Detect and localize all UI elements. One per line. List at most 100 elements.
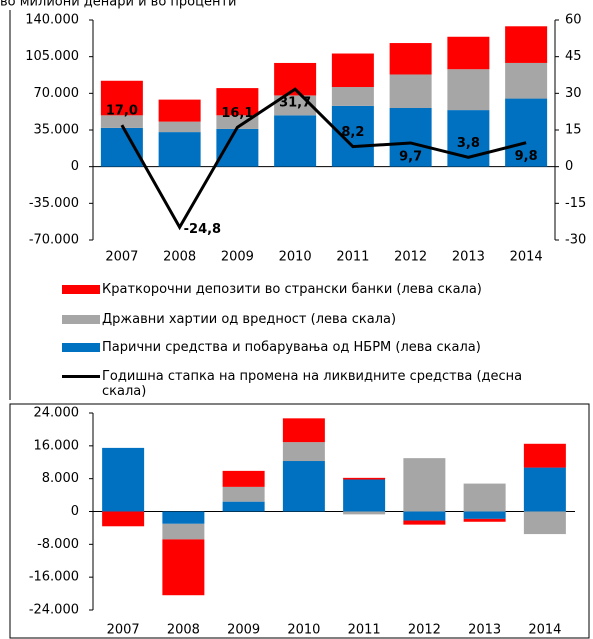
bar: [389, 43, 432, 75]
x-tick-label: 2013: [468, 623, 501, 638]
x-tick-label: 2011: [336, 250, 369, 265]
y-tick-label: 105.000: [25, 49, 79, 64]
x-tick-label: 2007: [105, 250, 138, 265]
legend-item: Државни хартии од вредност (лева скала): [62, 312, 542, 327]
x-tick-label: 2010: [279, 250, 312, 265]
bar: [403, 511, 446, 521]
bar: [505, 26, 548, 63]
bar: [222, 501, 265, 512]
legend-label: Годишна стапка на промена на ликвидните …: [102, 369, 523, 399]
bar: [158, 99, 201, 122]
bar: [282, 442, 325, 462]
bar: [282, 418, 325, 443]
data-label: 3,8: [457, 136, 480, 151]
bar: [331, 105, 374, 167]
bar: [100, 127, 143, 167]
y2-tick-label: -15: [565, 196, 586, 211]
x-tick-label: 2011: [348, 623, 381, 638]
bar: [523, 467, 566, 512]
x-tick-label: 2009: [227, 623, 260, 638]
legend-swatch: [62, 343, 100, 352]
y-tick-label: 16.000: [34, 438, 80, 453]
bar: [274, 115, 317, 167]
y-tick-label: 0: [71, 504, 79, 519]
bar: [505, 62, 548, 99]
data-label: 16,1: [221, 106, 253, 121]
bar: [403, 458, 446, 512]
bar: [158, 121, 201, 133]
x-tick-label: 2009: [221, 250, 254, 265]
x-tick-label: 2014: [528, 623, 561, 638]
bar: [331, 87, 374, 106]
y-tick-label: 24.000: [34, 406, 80, 421]
bar: [523, 443, 566, 468]
data-label: 31,7: [279, 96, 311, 111]
y2-tick-label: 15: [565, 123, 582, 138]
legend-label: Краткорочни депозити во странски банки (…: [102, 282, 482, 297]
y2-tick-label: -30: [565, 233, 586, 248]
bar: [447, 36, 490, 70]
bar: [463, 518, 506, 522]
legend-item: Парични средства и побарувања од НБРМ (л…: [62, 340, 542, 355]
x-tick-label: 2013: [452, 250, 485, 265]
legend-label: Државни хартии од вредност (лева скала): [102, 312, 397, 327]
bar: [523, 511, 566, 535]
bar: [222, 470, 265, 487]
frame: [9, 403, 590, 639]
legend-swatch: [62, 315, 100, 324]
data-label: 8,2: [341, 125, 364, 140]
y2-tick-label: 0: [565, 159, 573, 174]
bar: [222, 486, 265, 502]
line: [120, 87, 527, 231]
bar: [158, 132, 201, 167]
bar: [102, 511, 145, 527]
data-label: 17,0: [106, 104, 138, 119]
y-tick-label: -16.000: [29, 570, 79, 585]
x-tick-label: 2012: [394, 250, 427, 265]
y2-tick-label: 45: [565, 49, 582, 64]
x-tick-label: 2008: [163, 250, 196, 265]
y-tick-label: 140.000: [25, 13, 79, 28]
bar: [100, 80, 143, 116]
bar: [447, 69, 490, 111]
x-tick-label: 2014: [510, 250, 543, 265]
y2-tick-label: 30: [565, 86, 582, 101]
bar: [389, 74, 432, 108]
bar: [343, 511, 386, 515]
x-tick-label: 2008: [167, 623, 200, 638]
y-tick-label: -70.000: [29, 233, 79, 248]
bar: [102, 447, 145, 512]
bar: [463, 483, 506, 512]
bar: [162, 539, 205, 596]
y2-tick-label: 60: [565, 13, 582, 28]
bar: [162, 523, 205, 540]
bar: [331, 53, 374, 88]
y-tick-label: 0: [71, 159, 79, 174]
bar: [389, 108, 432, 167]
bar: [216, 88, 259, 116]
bar: [343, 477, 386, 480]
y-tick-label: 70.000: [34, 86, 80, 101]
data-label: 9,8: [515, 149, 538, 164]
bar: [162, 511, 205, 524]
x-tick-label: 2007: [107, 623, 140, 638]
chart-title: во милиони денари и во проценти: [0, 0, 236, 10]
legend-swatch: [62, 375, 100, 378]
bar: [216, 128, 259, 167]
y-tick-label: -35.000: [29, 196, 79, 211]
data-label: -24,8: [184, 222, 221, 237]
legend-label: Парични средства и побарувања од НБРМ (л…: [102, 340, 481, 355]
bar: [505, 98, 548, 167]
bar: [343, 479, 386, 512]
data-label: 9,7: [399, 149, 422, 164]
y-tick-label: -24.000: [29, 603, 79, 618]
bar: [463, 511, 506, 519]
legend-swatch: [62, 285, 100, 294]
y-tick-label: 8.000: [42, 471, 79, 486]
y-tick-label: -8.000: [37, 537, 79, 552]
x-tick-label: 2012: [408, 623, 441, 638]
bar: [282, 461, 325, 512]
legend-item: Годишна стапка на промена на ликвидните …: [62, 369, 542, 399]
